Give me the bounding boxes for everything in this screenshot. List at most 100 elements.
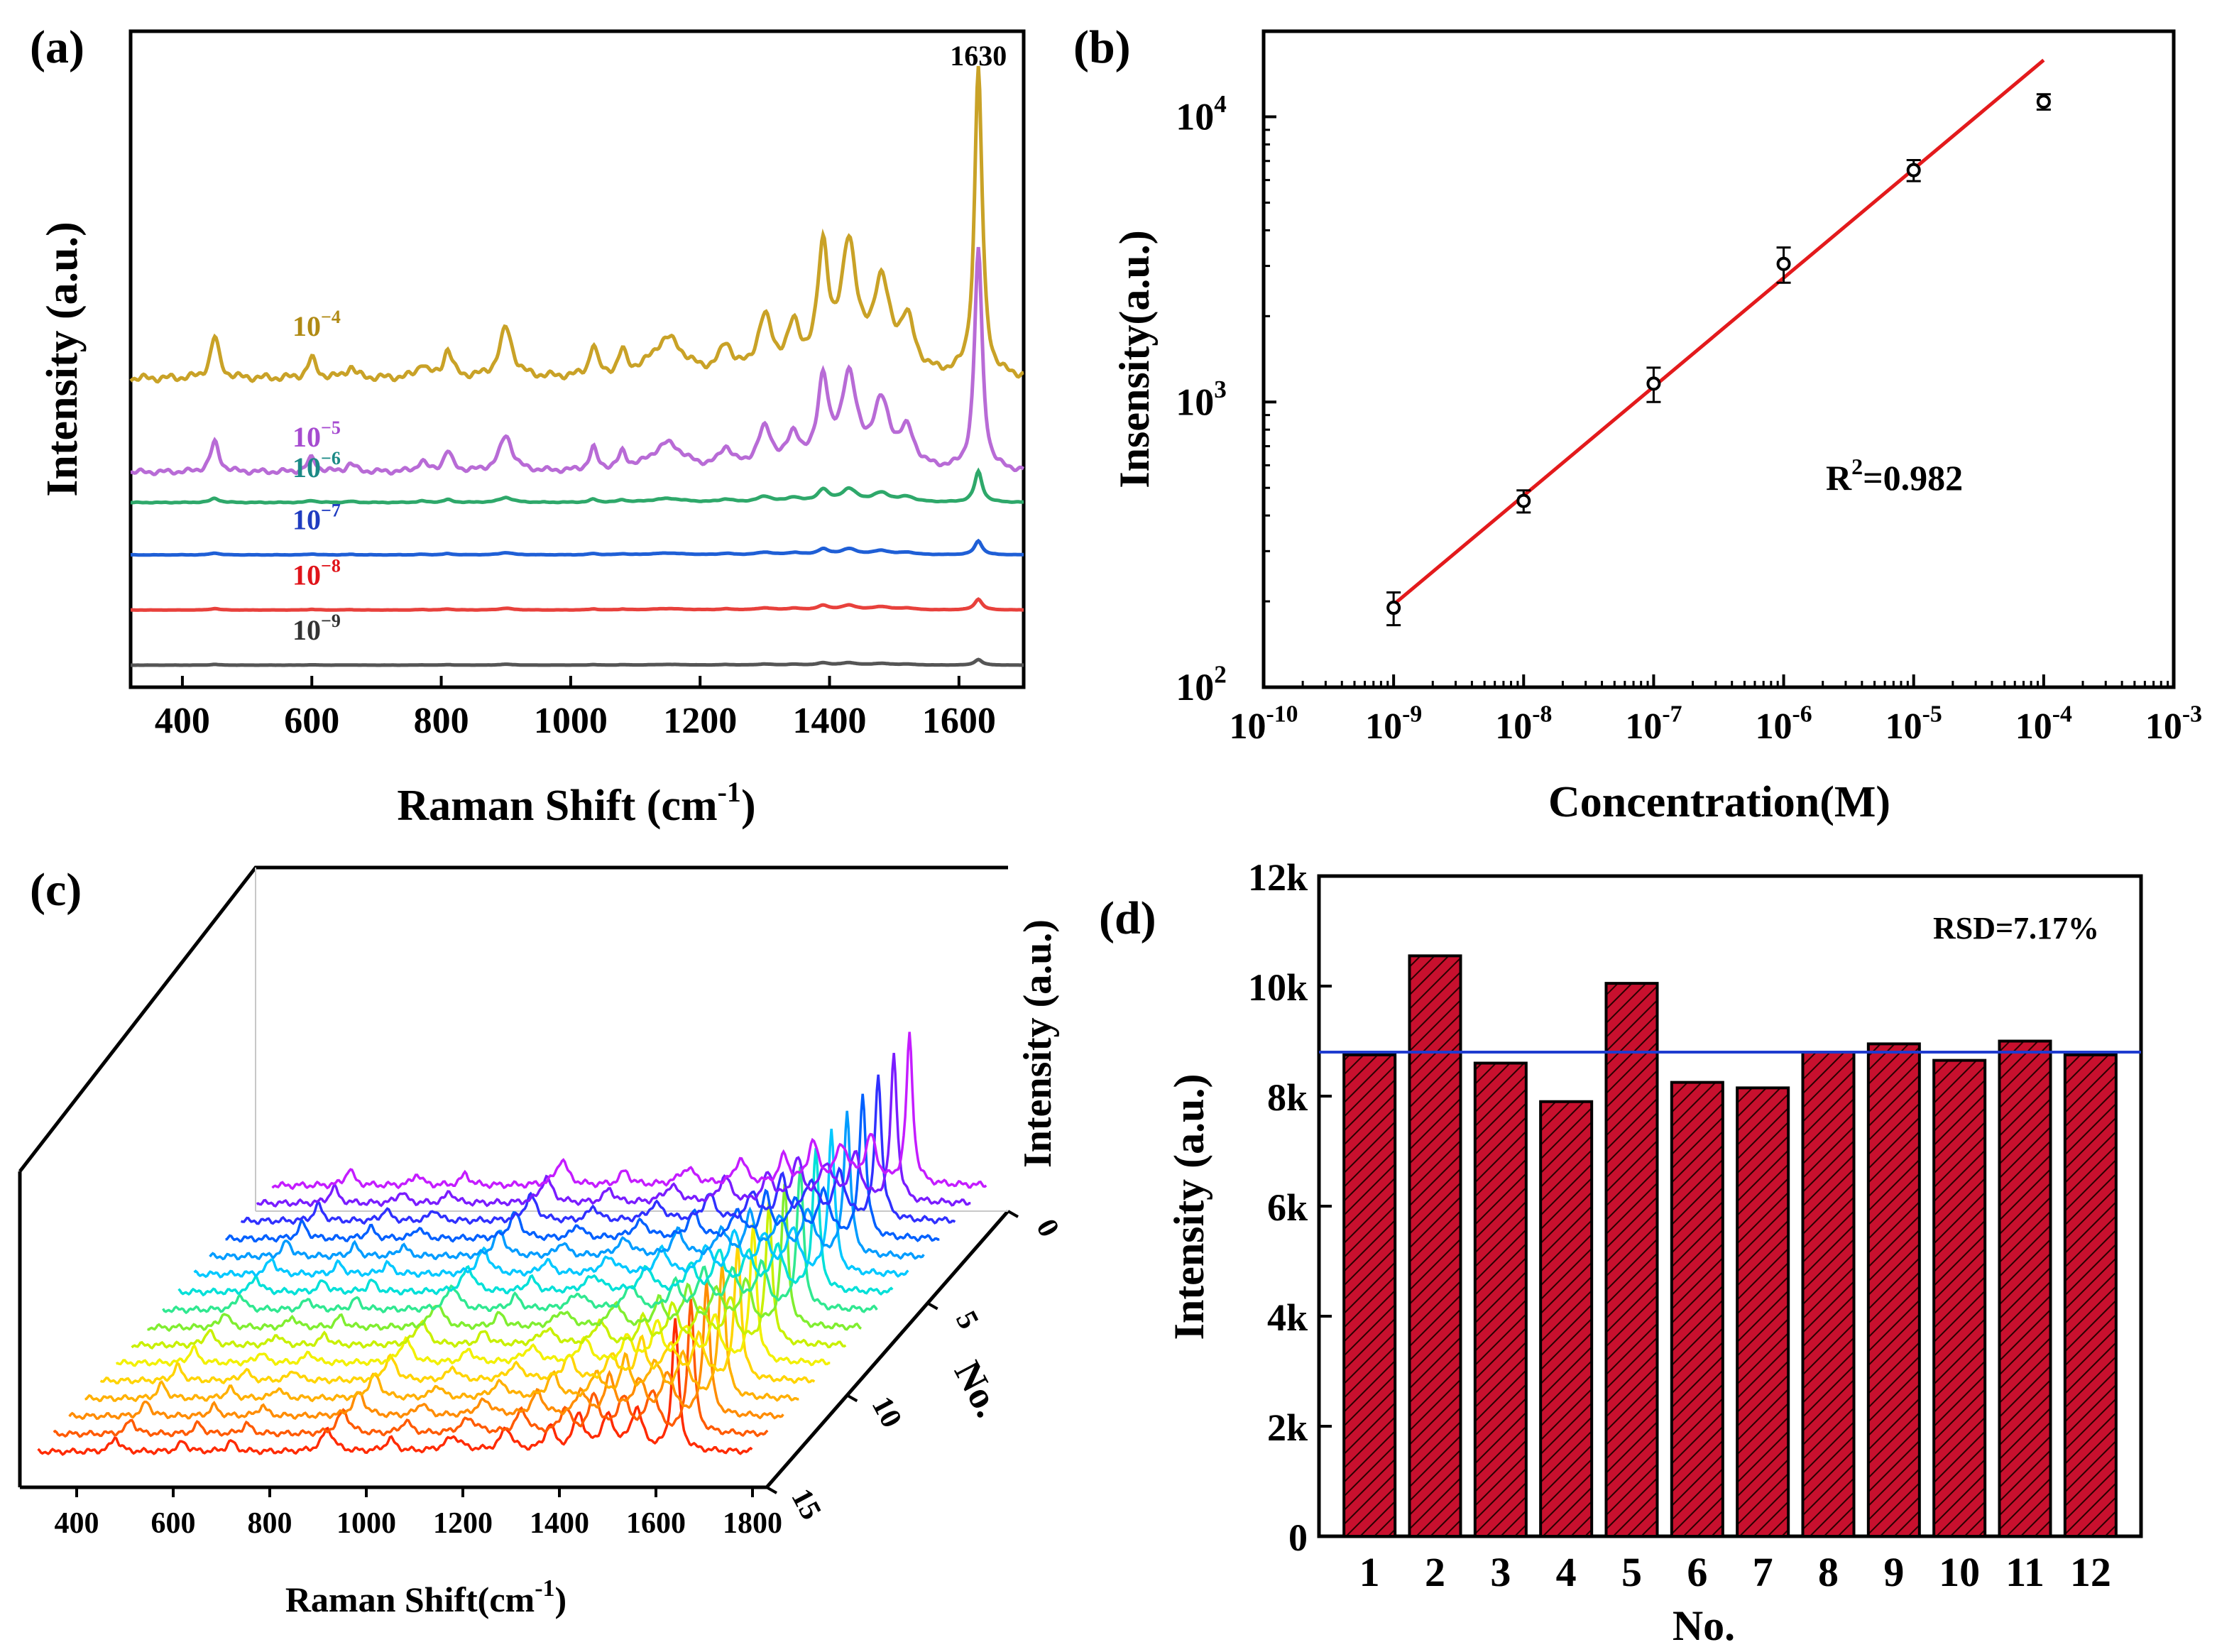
a-xtick-label: 800 [414,701,469,741]
c-spectrum-line [131,1202,847,1350]
panel-b-axis-ticks: 10-10 10-9 10-8 10-7 10-6 10-5 10-4 10-31021031… [1176,90,2202,747]
d-bar [1670,1081,1724,1538]
panel-b-y-axis-title: Insensity(a.u.) [1111,230,1158,488]
b-xtick-label-base: 10 [1229,706,1266,747]
a-series-label-1e-6: 10−6 [292,448,341,483]
d-bar [1408,954,1462,1538]
panel-c-waterfall-chart: (c) 400 600 800 1000 1200 1400 1600 1800 0 5 10 15… [18,864,1066,1619]
b-ytick-label: 103 [1176,376,1227,423]
d-bar [2063,1053,2118,1538]
a-xtick-label: 1600 [922,701,996,741]
c-spectrum-line [256,1053,971,1208]
panel-a-peak-annotation: 1630 [950,40,1007,72]
panel-c-spectra-group [37,1032,987,1456]
d-xtick-label: 8 [1818,1549,1839,1595]
c-spectrum-line [37,1318,753,1456]
a-series-label-1e-7: 10−7 [292,500,341,536]
d-xtick-label: 4 [1556,1549,1577,1595]
d-xtick-label: 3 [1490,1549,1511,1595]
a-xtick-label: 1400 [793,701,867,741]
a-series-label-1e-8-exp: −8 [321,555,341,576]
a-series-label-1e-4-exp: −4 [321,307,341,327]
b-xtick-label: 10-5 [1885,701,1942,747]
d-bar [1998,1039,2052,1538]
b-ytick-label-base: 10 [1176,381,1214,423]
d-bar [1539,1100,1594,1538]
d-ytick-label: 6k [1267,1186,1308,1229]
c-xtick-label: 1600 [626,1507,686,1540]
a-series-line-1e-8 [131,597,1024,612]
c-xtick-label: 1400 [530,1507,589,1540]
panel-c-no-axis-title: No. [946,1354,1010,1423]
panel-d-y-ticks: 0 2k 4k 6k 8k 10k 12k [1248,856,1332,1559]
a-xtick-label: 1000 [534,701,608,741]
a-series-label-1e-6-exp: −6 [321,448,341,469]
b-ytick-label: 104 [1176,90,1227,138]
panel-b-calibration-chart: (b) 10-10 10-9 10-8 10-7 10-6 10-5 10-4 10-3102… [1073,21,2202,826]
panel-a-x-axis-title: Raman Shift (cm-1) [397,776,755,830]
b-xtick-label-base: 10 [2015,706,2052,747]
d-xtick-label: 6 [1687,1549,1707,1595]
b-xtick-label: 10-7 [1625,701,1682,747]
a-xtick-label: 600 [284,701,339,741]
a-series-label-1e-4-base: 10 [292,310,321,342]
b-xtick-label-base: 10 [1625,706,1662,747]
a-series-line-1e-4 [129,65,1024,384]
panel-b-data-points [1386,93,2051,627]
c-xtick-label: 1800 [723,1507,782,1540]
panel-a-series-group [129,65,1025,667]
b-xtick-label: 10-8 [1495,701,1552,747]
b-xtick-label-base: 10 [1495,706,1532,747]
c-no-tick-mark [766,1486,777,1494]
panel-d-bars [1342,954,2118,1538]
panel-c-x-axis-title: Raman Shift(cm-1) [285,1575,566,1619]
b-xtick-label: 10-3 [2145,701,2202,747]
b-xtick-label-base: 10 [1365,706,1402,747]
panel-c-3d-frame [18,865,1009,1489]
panel-d-y-axis-title: Intensity (a.u.) [1166,1073,1212,1340]
panel-c-no-axis-line [765,1210,1009,1489]
panel-a-series-labels: 10−410−510−610−710−810−9 [292,307,341,646]
a-series-line-1e-5 [130,246,1025,476]
b-ytick-label-exp: 3 [1214,376,1227,403]
c-xtick-label: 1200 [433,1507,493,1540]
a-series-label-1e-9-base: 10 [292,614,321,646]
b-xtick-label-exp: -5 [1922,701,1942,728]
b-data-point [1906,163,1921,177]
b-xtick-label-exp: -10 [1266,701,1298,728]
b-xtick-label-exp: -3 [2182,701,2202,728]
c-no-tick-label: 5 [949,1306,985,1334]
d-bar [1932,1059,1987,1538]
a-series-label-1e-9-exp: −9 [321,611,341,631]
a-series-line-1e-6 [130,467,1024,505]
a-series-label-1e-7-base: 10 [292,504,321,536]
c-spectrum-line [68,1281,784,1421]
a-series-label-1e-4: 10−4 [292,307,341,342]
b-xtick-label-exp: -9 [1402,701,1422,728]
b-xtick-label-base: 10 [2145,706,2182,747]
b-xtick-label-base: 10 [1885,706,1922,747]
panel-b-r2-annotation: R2=0.982 [1826,454,1963,498]
a-series-label-1e-9: 10−9 [292,611,341,646]
panel-a-spectra-chart: (a) 400 600 800 1000 1200 1400 1600 10−410−510… [30,21,1026,830]
b-xtick-label-base: 10 [1755,706,1792,747]
a-series-label-1e-8: 10−8 [292,555,341,591]
d-ytick-label: 12k [1248,856,1308,899]
a-xtick-label: 1200 [663,701,737,741]
c-xtick-label: 400 [55,1507,99,1540]
b-xtick-label: 10-6 [1755,701,1812,747]
b-xtick-label-exp: -6 [1792,701,1812,728]
d-xtick-label: 9 [1883,1549,1904,1595]
panel-c-label: (c) [30,864,82,916]
b-ytick-label: 102 [1176,661,1227,709]
b-ytick-label-exp: 4 [1214,90,1227,118]
d-xtick-label: 1 [1359,1549,1380,1595]
a-series-label-1e-7-exp: −7 [321,500,341,521]
a-series-label-1e-6-base: 10 [292,452,321,483]
panel-a-y-axis-title: Intensity (a.u.) [38,221,87,497]
b-fit-line [1392,58,2045,606]
d-xtick-label: 2 [1425,1549,1445,1595]
c-xtick-label: 1000 [336,1507,396,1540]
